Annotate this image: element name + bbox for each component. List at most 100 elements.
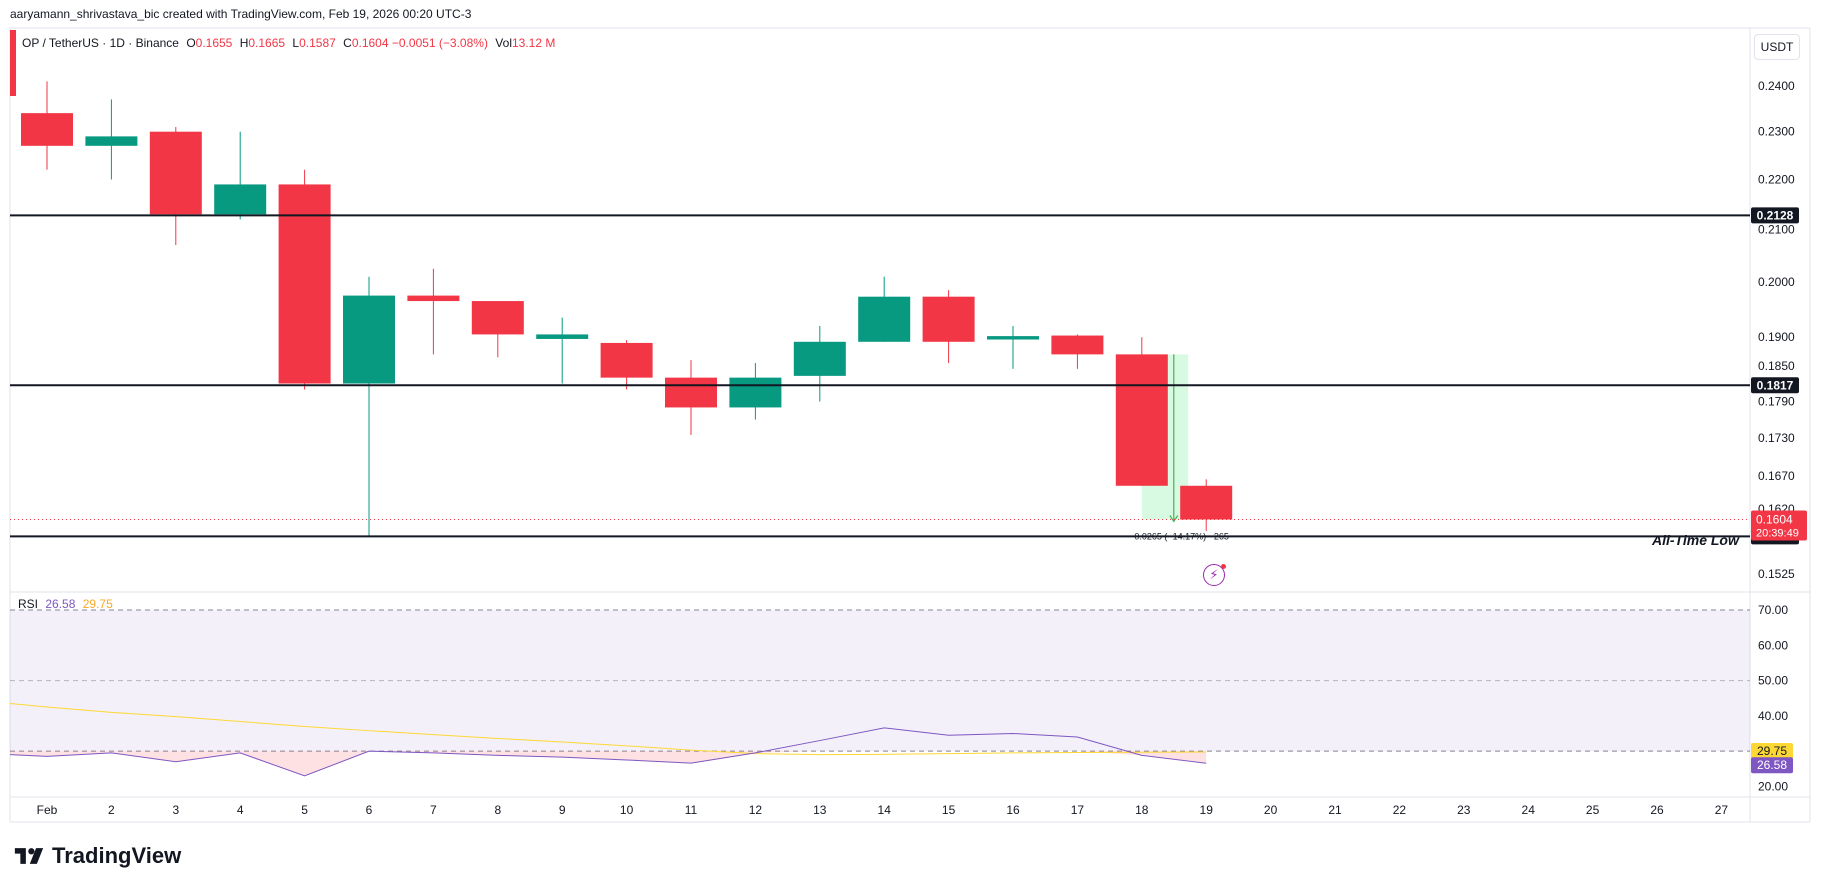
event-dot-icon	[1221, 564, 1226, 569]
volume-value: 13.12 M	[511, 36, 556, 50]
low-value: 0.1587	[299, 36, 336, 50]
hline-price-badge	[1751, 377, 1799, 394]
time-tick-label: 14	[878, 803, 892, 817]
change-value: −0.0051 (−3.08%)	[391, 36, 488, 50]
time-tick-label: 18	[1135, 803, 1149, 817]
price-tick-label: 0.2200	[1758, 173, 1795, 187]
rsi-value-badge-text: 26.58	[1757, 758, 1787, 772]
time-tick-label: 20	[1264, 803, 1278, 817]
tradingview-mark-icon	[14, 848, 44, 864]
rsi-tick-label: 70.00	[1758, 603, 1788, 617]
time-tick-label: 26	[1650, 803, 1664, 817]
price-tick-label: 0.1790	[1758, 394, 1795, 408]
hline-price-badge	[1751, 207, 1799, 224]
low-label: L	[292, 36, 300, 50]
time-tick-label: 17	[1071, 803, 1085, 817]
candle-body[interactable]	[536, 334, 589, 339]
rsi-tick-label: 40.00	[1758, 709, 1788, 723]
price-tick-label: 0.1900	[1758, 330, 1795, 344]
candle-body[interactable]	[1051, 335, 1104, 355]
time-tick-label: 27	[1715, 803, 1729, 817]
lightning-event-icon[interactable]: ⚡	[1203, 564, 1226, 586]
price-tick-label: 0.1850	[1758, 359, 1795, 373]
last-price-badge	[1751, 510, 1807, 541]
candle-body[interactable]	[343, 295, 395, 384]
candle-body[interactable]	[21, 113, 73, 146]
price-tick-label: 0.2100	[1758, 223, 1795, 237]
rsi-tick-label: 50.00	[1758, 674, 1788, 688]
candle-body[interactable]	[278, 184, 331, 384]
rsi-ma-badge	[1751, 743, 1793, 760]
measure-arrow-head	[1169, 515, 1179, 523]
rsi-tick-label: 60.00	[1758, 638, 1788, 652]
high-label: H	[239, 36, 249, 50]
rsi-oversold-fill	[10, 751, 1207, 776]
price-tick-label: 0.1670	[1758, 469, 1795, 483]
candle-body[interactable]	[600, 342, 653, 378]
time-tick-label: 8	[494, 803, 501, 817]
candle-body[interactable]	[987, 336, 1039, 340]
price-tick-label: 0.1525	[1758, 567, 1795, 581]
time-tick-label: 19	[1200, 803, 1214, 817]
rsi-ma-line[interactable]	[9, 703, 1207, 756]
time-tick-label: 3	[172, 803, 179, 817]
last-price-text: 0.1604	[1756, 512, 1793, 526]
rsi-ma-badge-text: 29.75	[1757, 744, 1787, 758]
time-tick-label: 23	[1457, 803, 1471, 817]
candle-body[interactable]	[149, 131, 202, 215]
currency-unit-button[interactable]: USDT	[1754, 34, 1800, 60]
candle-body[interactable]	[665, 377, 717, 408]
candle-body[interactable]	[922, 296, 975, 342]
high-value: 0.1665	[248, 36, 286, 50]
candle-body[interactable]	[407, 295, 460, 302]
time-tick-label: 15	[942, 803, 956, 817]
candle-body[interactable]	[858, 296, 911, 342]
prev-candle-stub	[10, 30, 16, 96]
rsi-legend-ma: 29.75	[82, 597, 113, 611]
symbol-line[interactable]: OP / TetherUS · 1D · Binance	[22, 36, 179, 50]
candle-body[interactable]	[729, 377, 782, 408]
close-value: 0.1604	[351, 36, 389, 50]
time-tick-label: 9	[559, 803, 566, 817]
time-tick-label: 13	[813, 803, 827, 817]
brand-name: TradingView	[52, 843, 182, 868]
time-tick-label: 16	[1006, 803, 1020, 817]
time-tick-label: 25	[1586, 803, 1600, 817]
price-tick-label: 0.2300	[1758, 125, 1795, 139]
time-tick-label: 5	[301, 803, 308, 817]
price-tick-label: 0.1730	[1758, 431, 1795, 445]
rsi-legend[interactable]: RSI 26.58 29.75	[18, 597, 113, 611]
time-tick-label: 4	[237, 803, 244, 817]
hline-price-badge-text: 0.2128	[1757, 208, 1794, 222]
open-value: 0.1655	[195, 36, 233, 50]
all-time-low-annotation: All-Time Low	[1652, 532, 1739, 548]
time-tick-label: 12	[749, 803, 763, 817]
price-tick-label: 0.2000	[1758, 275, 1795, 289]
time-tick-label: Feb	[37, 803, 58, 817]
volume-label: Vol	[495, 36, 512, 50]
time-tick-label: 11	[685, 803, 698, 817]
close-label: C	[343, 36, 352, 50]
candle-body[interactable]	[1115, 354, 1168, 486]
rsi-line[interactable]	[9, 727, 1207, 777]
time-tick-label: 21	[1328, 803, 1342, 817]
time-tick-label: 2	[108, 803, 115, 817]
time-tick-label: 22	[1393, 803, 1407, 817]
hline-price-badge-text: 0.1817	[1757, 378, 1794, 392]
candle-body[interactable]	[793, 341, 846, 376]
time-tick-label: 7	[430, 803, 437, 817]
candle-body[interactable]	[471, 301, 524, 335]
price-tick-label: 0.2400	[1758, 79, 1795, 93]
open-label: O	[186, 36, 196, 50]
candle-body[interactable]	[1180, 485, 1233, 520]
candle-body[interactable]	[214, 184, 267, 215]
rsi-value-badge	[1751, 757, 1793, 774]
symbol-legend: OP / TetherUS · 1D · Binance O0.1655 H0.…	[22, 36, 555, 50]
candle-body[interactable]	[85, 136, 138, 146]
rsi-legend-value: 26.58	[45, 597, 76, 611]
rsi-legend-name: RSI	[18, 597, 39, 611]
chart-credit: aaryamann_shrivastava_bic created with T…	[10, 7, 472, 21]
time-tick-label: 24	[1522, 803, 1536, 817]
time-tick-label: 6	[366, 803, 373, 817]
